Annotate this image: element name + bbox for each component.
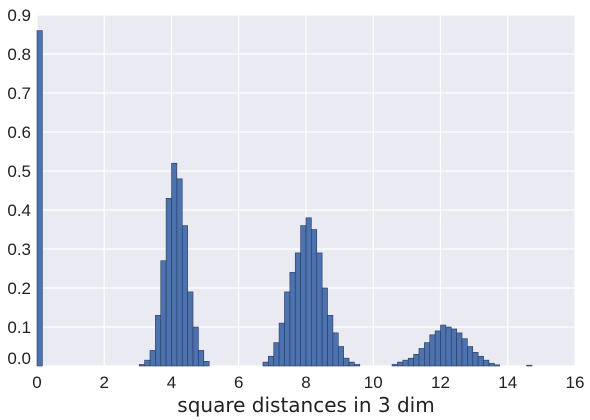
histogram-bar [289,272,296,367]
histogram-bar [187,291,194,367]
histogram-bar [526,364,533,367]
x-tick-label: 4 [167,373,176,392]
histogram-bar [149,350,156,367]
histogram-bar [321,287,328,367]
x-tick-label: 14 [498,373,517,392]
y-axis-ticks: 0.0 0.1 0.2 0.3 0.4 0.5 0.6 0.7 0.8 0.9 [7,6,31,368]
y-tick-label: 0.7 [7,84,31,103]
histogram-bar [348,361,355,367]
histogram-bar [402,359,409,367]
x-tick-label: 12 [431,373,450,392]
histogram-bar [445,326,452,367]
histogram-bar [440,324,447,367]
histogram-bar [450,328,457,367]
x-tick-label: 6 [234,373,243,392]
histogram-bar [284,291,291,367]
histogram-bar [160,260,167,367]
histogram-bar [461,338,468,367]
histogram-bar [493,364,500,367]
x-axis-label: square distances in 3 dim [177,393,434,417]
histogram-bar [337,346,344,367]
histogram-bar [294,252,301,367]
y-tick-label: 0.8 [7,45,31,64]
histogram-bar [472,352,479,367]
x-axis-ticks: 0 2 4 6 8 10 12 14 16 [32,373,584,392]
histogram-bar [456,332,463,367]
histogram-bar [181,225,188,367]
y-tick-label: 0.6 [7,123,31,142]
y-tick-label: 0.9 [7,6,31,25]
x-tick-label: 0 [32,373,41,392]
histogram-bar [434,330,441,367]
histogram-bar [413,353,420,367]
histogram-bar [316,252,323,367]
histogram-bar [488,362,495,367]
histogram-bar [343,357,350,367]
x-tick-label: 2 [100,373,109,392]
histogram-bar [467,346,474,367]
y-tick-label: 0.4 [7,201,31,220]
histogram-bar [429,334,436,367]
histogram-bar [198,350,205,367]
histogram-bar [477,355,484,367]
histogram-bar [192,326,199,367]
y-tick-label: 0.1 [7,318,31,337]
x-tick-label: 16 [566,373,585,392]
histogram-bar [391,364,398,367]
histogram-bar [36,30,43,367]
y-tick-label: 0.5 [7,162,31,181]
histogram-bar [354,364,361,367]
histogram-bar [407,357,414,367]
histogram-bar [332,332,339,367]
histogram-bar [327,314,334,367]
histogram-bar [138,364,145,367]
histogram-bar [311,229,318,367]
y-tick-label: 0.2 [7,279,31,298]
histogram-bar [262,361,269,367]
histogram-bar [203,361,210,367]
histogram-bar [278,322,285,367]
histogram-bar [300,225,307,367]
histogram-bar [418,348,425,367]
histogram-bar [171,162,178,367]
y-tick-label: 0.0 [7,349,31,368]
histogram-bar [397,361,404,367]
x-tick-label: 10 [364,373,383,392]
histogram-bar [273,342,280,367]
histogram-bar [144,359,151,367]
histogram-bars [36,30,533,367]
histogram-bar [424,342,431,367]
y-tick-label: 0.3 [7,240,31,259]
histogram-bar [483,359,490,367]
histogram-bar [268,355,275,367]
histogram-bar [305,217,312,367]
histogram-bar [155,314,162,367]
histogram-bar [176,178,183,367]
x-tick-label: 8 [301,373,310,392]
histogram-bar [165,198,172,367]
